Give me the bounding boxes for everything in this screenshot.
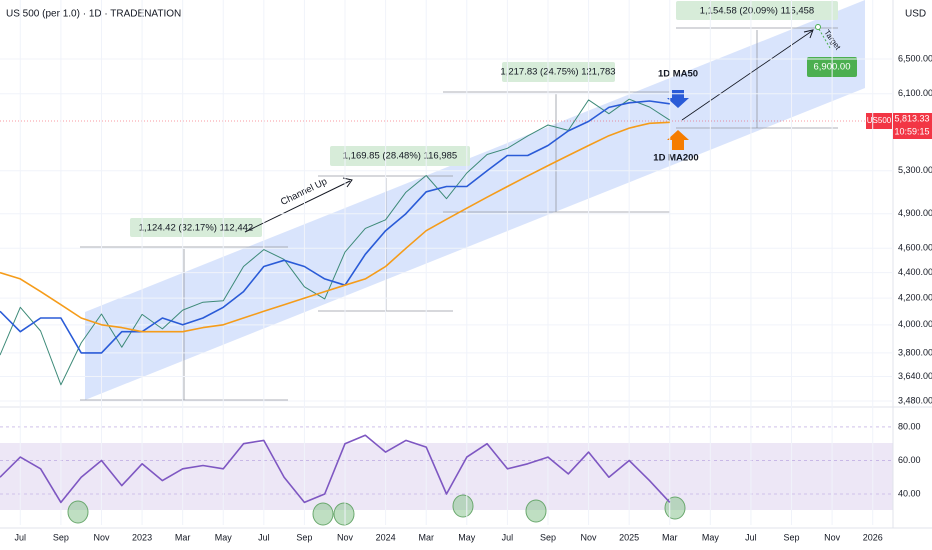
y-tick-label: 5,300.00 — [898, 165, 932, 175]
x-tick-label: May — [702, 532, 720, 542]
measure-label: 1,124.42 (32.17%) 112,442 — [139, 223, 253, 234]
x-tick-label: Jul — [502, 532, 514, 542]
x-tick-label: Mar — [175, 532, 191, 542]
x-tick-label: Jul — [15, 532, 27, 542]
rsi-band — [0, 443, 893, 510]
countdown: 10:59:15 — [894, 126, 929, 136]
y-tick-label: 4,600.00 — [898, 243, 932, 253]
chart-title: US 500 (per 1.0) · 1D · TRADENATION — [6, 9, 181, 20]
x-tick-label: Nov — [337, 532, 354, 542]
y-tick-label: 3,640.00 — [898, 371, 932, 381]
x-tick-label: Mar — [662, 532, 678, 542]
x-tick-label: 2023 — [132, 532, 152, 542]
y-tick-label: 6,500.00 — [898, 53, 932, 63]
x-tick-label: Nov — [824, 532, 841, 542]
ma200-label: 1D MA200 — [653, 153, 698, 164]
x-tick-label: Nov — [93, 532, 110, 542]
x-tick-label: Jul — [745, 532, 757, 542]
currency: USD — [905, 9, 926, 20]
ma50-label: 1D MA50 — [658, 69, 698, 80]
measure-label: 1,217.83 (24.75%) 121,783 — [500, 67, 615, 78]
x-tick-label: Sep — [540, 532, 556, 542]
x-tick-label: Sep — [296, 532, 312, 542]
series-line — [0, 98, 671, 386]
y2-tick-label: 60.00 — [898, 455, 921, 465]
x-tick-label: Sep — [784, 532, 800, 542]
y2-tick-label: 80.00 — [898, 421, 921, 431]
x-tick-label: Nov — [581, 532, 598, 542]
series-line — [0, 434, 671, 504]
y-tick-label: 4,200.00 — [898, 292, 932, 302]
x-tick-label: 2026 — [863, 532, 883, 542]
y-tick-label: 4,400.00 — [898, 267, 932, 277]
series-line — [0, 100, 670, 354]
x-tick-label: May — [458, 532, 476, 542]
y2-tick-label: 40.00 — [898, 488, 921, 498]
last-price: 5,813.33 — [894, 113, 929, 123]
y-tick-label: 4,900.00 — [898, 208, 932, 218]
measure-label: 1,169.85 (28.48%) 116,985 — [343, 151, 457, 162]
symbol-tag: US500 — [867, 116, 892, 125]
x-tick-label: 2025 — [619, 532, 639, 542]
x-tick-label: Sep — [53, 532, 69, 542]
x-tick-label: 2024 — [376, 532, 396, 542]
measure-label: 1,154.58 (20.09%) 115,458 — [700, 6, 814, 17]
y-tick-label: 4,000.00 — [898, 319, 932, 329]
x-tick-label: May — [215, 532, 233, 542]
y-tick-label: 3,800.00 — [898, 347, 932, 357]
y-tick-label: 3,480.00 — [898, 395, 932, 405]
y-tick-label: 6,100.00 — [898, 88, 932, 98]
series-line — [0, 121, 670, 333]
x-tick-label: Jul — [258, 532, 270, 542]
x-tick-label: Mar — [418, 532, 434, 542]
